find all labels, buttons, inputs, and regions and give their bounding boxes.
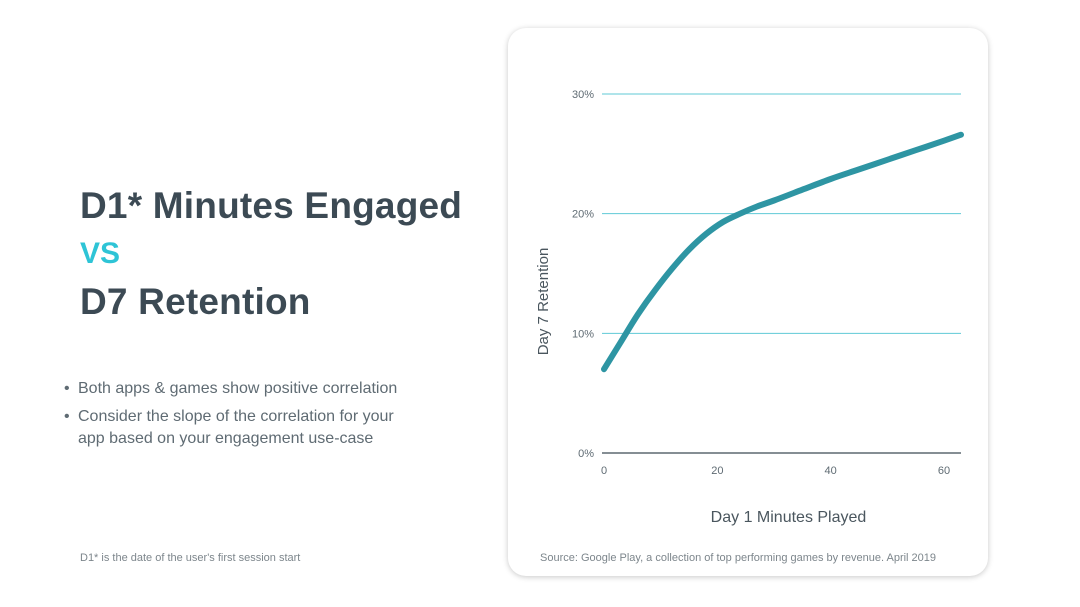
x-tick-label: 60 — [938, 465, 950, 477]
title-line-2: D7 Retention — [80, 281, 311, 322]
series-line — [601, 131, 964, 373]
x-axis-title: Day 1 Minutes Played — [711, 509, 867, 526]
x-tick-label: 40 — [825, 465, 837, 477]
chart-card: 0% 10% 20% 30% 0 20 40 60 Day 1 Minutes Played Da… — [508, 28, 988, 576]
title-line-1: D1* Minutes Engaged — [80, 185, 463, 226]
y-tick-label: 0% — [578, 448, 594, 460]
y-axis-title: Day 7 Retention — [535, 248, 552, 356]
bullet-text: Both apps & games show positive correlat… — [78, 380, 398, 397]
bullet-item: • Consider the slope of the correlation … — [64, 406, 418, 450]
title-block: D1* Minutes Engaged VS D7 Retention — [80, 182, 500, 326]
x-tick-label: 0 — [601, 465, 607, 477]
y-tick-label: 30% — [572, 89, 594, 101]
bullet-dot-icon: • — [64, 380, 70, 397]
bullet-dot-icon: • — [64, 408, 70, 425]
source-note: Source: Google Play, a collection of top… — [540, 552, 937, 564]
y-tick-label: 10% — [572, 328, 594, 340]
bullet-text: Consider the slope of the correlation fo… — [78, 408, 394, 447]
x-tick-label: 20 — [711, 465, 723, 477]
footnote: D1* is the date of the user's first sess… — [80, 552, 301, 564]
bullet-item: • Both apps & games show positive correl… — [64, 378, 464, 400]
bullet-list: • Both apps & games show positive correl… — [64, 378, 464, 456]
y-tick-label: 20% — [572, 209, 594, 221]
line-chart: 0% 10% 20% 30% 0 20 40 60 Day 1 Minutes Played Da… — [535, 89, 964, 526]
title-vs: VS — [80, 237, 121, 270]
